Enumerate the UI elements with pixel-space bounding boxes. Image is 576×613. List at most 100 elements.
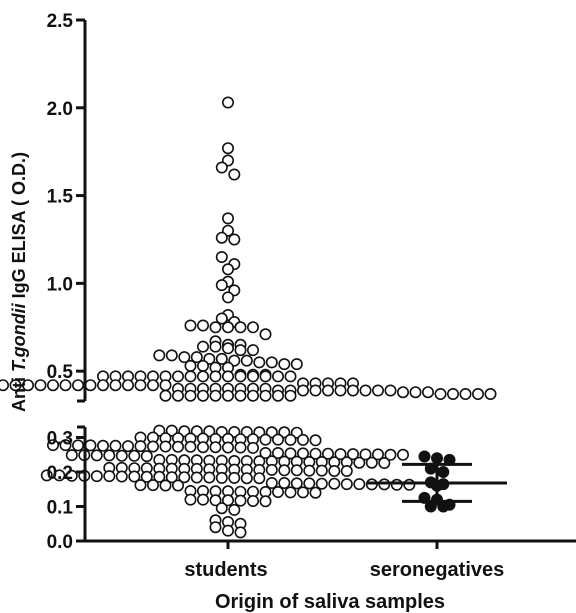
data-point-students-20 (197, 319, 210, 332)
data-point-students-243 (203, 471, 216, 484)
data-point-seronegatives-12 (437, 500, 450, 513)
data-point-students-62 (209, 370, 222, 383)
data-point-students-223 (265, 463, 278, 476)
data-point-students-1 (222, 142, 235, 155)
data-point-students-251 (303, 477, 316, 490)
data-point-students-88 (134, 379, 147, 392)
data-point-students-262 (159, 479, 172, 492)
data-point-students-229 (340, 464, 353, 477)
data-point-students-114 (459, 387, 472, 400)
data-point-students-235 (103, 470, 116, 483)
data-point-students-43 (265, 356, 278, 369)
data-point-students-32 (234, 344, 247, 357)
category-label-students: students (184, 559, 267, 581)
data-point-students-122 (222, 389, 235, 402)
data-point-students-37 (190, 351, 203, 364)
data-point-students-115 (471, 387, 484, 400)
data-point-students-31 (222, 342, 235, 355)
data-point-students-36 (178, 351, 191, 364)
data-point-students-175 (296, 447, 309, 460)
data-point-students-123 (234, 389, 247, 402)
data-point-students-155 (46, 439, 59, 452)
data-point-students-39 (215, 352, 228, 365)
data-point-students-64 (234, 370, 247, 383)
data-point-students-129 (165, 424, 178, 437)
data-point-students-7 (215, 231, 228, 244)
data-point-students-170 (234, 441, 247, 454)
data-point-students-274 (309, 486, 322, 499)
data-point-students-166 (184, 440, 197, 453)
data-point-students-84 (84, 379, 97, 392)
data-point-students-271 (271, 485, 284, 498)
data-point-students-158 (84, 439, 97, 452)
data-point-students-289 (234, 526, 247, 539)
data-point-students-164 (159, 440, 172, 453)
data-point-students-248 (265, 476, 278, 489)
data-point-seronegatives-7 (430, 479, 443, 492)
data-point-students-45 (290, 358, 303, 371)
data-point-students-106 (359, 384, 372, 397)
y-axis-title-italic: T.gondii (9, 302, 29, 372)
data-point-students-44 (278, 358, 291, 371)
data-point-students-279 (234, 494, 247, 507)
data-point-students-47 (197, 359, 210, 372)
data-point-students-178 (334, 448, 347, 461)
data-point-students-283 (228, 503, 241, 516)
data-point-students-107 (371, 384, 384, 397)
data-point-seronegatives-8 (418, 491, 431, 504)
data-point-students-165 (172, 440, 185, 453)
data-point-students-183 (396, 448, 409, 461)
data-point-students-87 (122, 379, 135, 392)
data-point-seronegatives-0 (418, 450, 431, 463)
data-point-students-35 (165, 349, 178, 362)
data-point-students-125 (259, 389, 272, 402)
data-point-students-5 (222, 212, 235, 225)
data-point-students-105 (346, 384, 359, 397)
data-point-students-41 (240, 354, 253, 367)
data-point-students-253 (328, 477, 341, 490)
data-point-students-68 (284, 370, 297, 383)
data-point-students-152 (284, 433, 297, 446)
data-point-seronegatives-1 (430, 452, 443, 465)
data-point-students-154 (309, 434, 322, 447)
data-point-students-244 (215, 471, 228, 484)
data-point-students-8 (228, 233, 241, 246)
data-point-students-11 (222, 263, 235, 276)
data-point-students-60 (184, 370, 197, 383)
data-point-students-275 (184, 493, 197, 506)
data-point-students-180 (359, 448, 372, 461)
y-tick-label-0.2: 0.2 (47, 463, 73, 484)
data-point-students-80 (34, 379, 47, 392)
data-point-students-241 (178, 471, 191, 484)
data-point-students-236 (115, 470, 128, 483)
data-point-seronegatives-4 (437, 465, 450, 478)
data-point-students-119 (184, 389, 197, 402)
data-point-students-63 (222, 370, 235, 383)
y-tick-label-1.0: 1.0 (47, 274, 73, 295)
y-axis-title: Anti T.gondii IgG ELISA ( O.D.) (9, 152, 29, 412)
y-tick-label-0.0: 0.0 (47, 532, 73, 553)
data-point-students-19 (184, 319, 197, 332)
data-point-students-111 (421, 386, 434, 399)
data-point-seronegatives-3 (424, 462, 437, 475)
data-point-students-102 (309, 384, 322, 397)
data-point-students-79 (21, 379, 34, 392)
data-point-students-86 (109, 379, 122, 392)
data-point-students-255 (353, 478, 366, 491)
data-point-students-189 (128, 449, 141, 462)
data-point-students-109 (396, 386, 409, 399)
category-label-seronegatives: seronegatives (370, 559, 505, 581)
data-point-students-126 (271, 389, 284, 402)
data-point-students-118 (172, 389, 185, 402)
data-point-students-179 (346, 448, 359, 461)
data-point-students-108 (384, 384, 397, 397)
data-point-students-190 (140, 450, 153, 463)
data-point-students-110 (409, 386, 422, 399)
data-point-students-169 (222, 441, 235, 454)
data-point-students-226 (303, 464, 316, 477)
data-point-students-172 (259, 446, 272, 459)
data-point-students-246 (240, 472, 253, 485)
data-point-students-254 (340, 478, 353, 491)
data-point-students-232 (65, 469, 78, 482)
